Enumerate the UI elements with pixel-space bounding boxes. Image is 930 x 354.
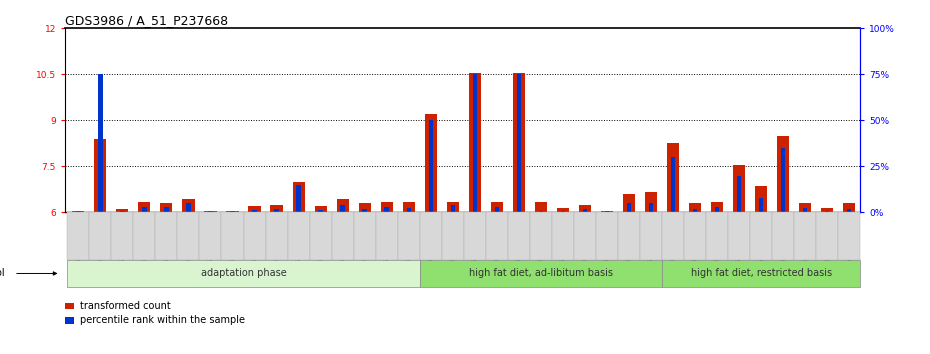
Text: high fat diet, restricted basis: high fat diet, restricted basis: [691, 268, 831, 279]
Bar: [318, 210, 323, 212]
Bar: [825, 211, 830, 212]
Bar: [359, 203, 371, 212]
Bar: [711, 202, 724, 212]
Bar: [671, 157, 675, 212]
Bar: [737, 176, 741, 212]
Bar: [627, 203, 631, 212]
Bar: [517, 74, 521, 212]
Bar: [777, 136, 790, 212]
Bar: [205, 211, 217, 212]
Bar: [139, 202, 151, 212]
Bar: [248, 206, 260, 212]
Bar: [403, 202, 415, 212]
Bar: [73, 211, 85, 212]
Bar: [231, 211, 234, 212]
Bar: [759, 198, 764, 212]
Bar: [733, 165, 745, 212]
Bar: [406, 208, 411, 212]
Bar: [94, 139, 106, 212]
Bar: [337, 199, 349, 212]
Bar: [363, 209, 366, 212]
Bar: [384, 207, 389, 212]
Bar: [446, 202, 458, 212]
Bar: [693, 209, 698, 212]
Bar: [142, 207, 147, 212]
Bar: [99, 74, 102, 212]
Bar: [781, 148, 785, 212]
Bar: [429, 120, 433, 212]
Text: adaptation phase: adaptation phase: [201, 268, 286, 279]
Text: transformed count: transformed count: [80, 301, 171, 311]
Bar: [186, 203, 191, 212]
Bar: [120, 211, 125, 212]
Bar: [799, 203, 811, 212]
Bar: [450, 205, 455, 212]
Text: high fat diet, ad-libitum basis: high fat diet, ad-libitum basis: [469, 268, 613, 279]
Bar: [667, 143, 679, 212]
Bar: [274, 209, 279, 212]
Bar: [803, 208, 807, 212]
Bar: [252, 210, 257, 212]
Bar: [340, 205, 345, 212]
Bar: [512, 73, 525, 212]
Text: percentile rank within the sample: percentile rank within the sample: [80, 315, 245, 325]
Bar: [755, 186, 767, 212]
Bar: [425, 114, 437, 212]
Bar: [649, 203, 653, 212]
Bar: [583, 209, 587, 212]
Bar: [271, 205, 283, 212]
Bar: [116, 209, 128, 212]
Bar: [715, 207, 719, 212]
Bar: [491, 202, 503, 212]
Text: GDS3986 / A_51_P237668: GDS3986 / A_51_P237668: [65, 14, 228, 27]
Bar: [160, 203, 172, 212]
Bar: [847, 209, 852, 212]
Bar: [208, 211, 213, 212]
Bar: [844, 203, 856, 212]
Bar: [297, 185, 300, 212]
Bar: [535, 202, 547, 212]
Bar: [495, 207, 499, 212]
Bar: [821, 208, 833, 212]
Bar: [689, 203, 701, 212]
Bar: [182, 199, 194, 212]
Text: protocol: protocol: [0, 268, 5, 279]
Bar: [469, 73, 481, 212]
Bar: [538, 211, 543, 212]
Bar: [561, 211, 565, 212]
Bar: [226, 211, 239, 212]
Bar: [472, 74, 477, 212]
Bar: [601, 211, 613, 212]
Bar: [604, 211, 609, 212]
Bar: [380, 202, 392, 212]
Bar: [623, 194, 635, 212]
Bar: [293, 182, 305, 212]
Bar: [314, 206, 326, 212]
Bar: [76, 211, 81, 212]
Bar: [578, 205, 591, 212]
Bar: [165, 207, 168, 212]
Bar: [644, 193, 658, 212]
Bar: [557, 208, 569, 212]
